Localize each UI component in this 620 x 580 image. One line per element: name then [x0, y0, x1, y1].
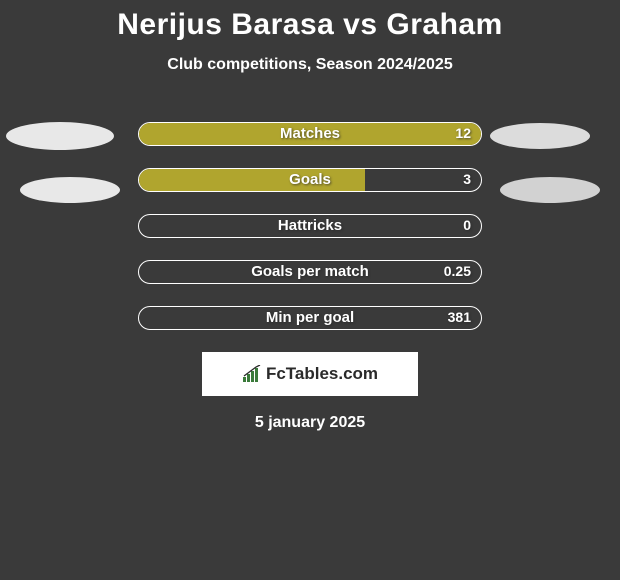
page-subtitle: Club competitions, Season 2024/2025: [0, 56, 620, 74]
stat-label: Hattricks: [139, 217, 481, 234]
logo-label: FcTables.com: [266, 364, 378, 384]
stat-row: Matches12: [138, 122, 482, 146]
stat-value: 381: [448, 309, 471, 325]
stat-label: Goals: [139, 171, 481, 188]
date-text: 5 january 2025: [0, 414, 620, 432]
decorative-ellipse: [490, 123, 590, 149]
stat-row: Hattricks0: [138, 214, 482, 238]
logo-text: FcTables.com: [242, 364, 378, 384]
chart-icon: [242, 365, 262, 383]
stat-value: 0.25: [444, 263, 471, 279]
stat-row: Min per goal381: [138, 306, 482, 330]
page-title: Nerijus Barasa vs Graham: [0, 0, 620, 42]
stat-label: Min per goal: [139, 309, 481, 326]
stat-label: Goals per match: [139, 263, 481, 280]
stat-label: Matches: [139, 125, 481, 142]
chart-area: Matches12 Goals3 Hattricks0 Goals per match…: [0, 122, 620, 330]
decorative-ellipse: [6, 122, 114, 150]
stat-value: 3: [463, 171, 471, 187]
stat-value: 0: [463, 217, 471, 233]
decorative-ellipse: [20, 177, 120, 203]
decorative-ellipse: [500, 177, 600, 203]
stat-value: 12: [455, 125, 471, 141]
stat-row: Goals per match0.25: [138, 260, 482, 284]
logo-box: FcTables.com: [202, 352, 418, 396]
stat-row: Goals3: [138, 168, 482, 192]
rows-container: Matches12 Goals3 Hattricks0 Goals per match…: [0, 122, 620, 330]
